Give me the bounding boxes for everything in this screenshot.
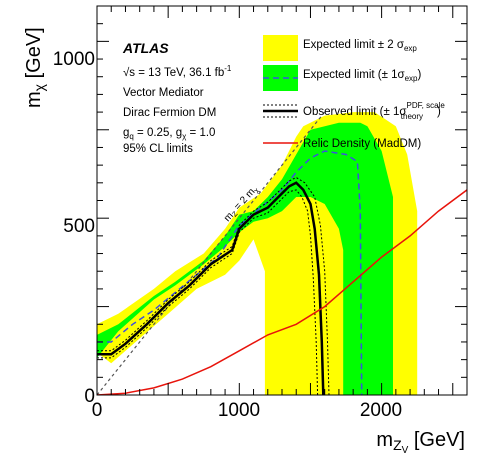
y-tick-label-1000: 1000	[53, 49, 95, 70]
couplings-label: gq = 0.25, gχ = 1.0	[123, 127, 215, 141]
limit-bands	[97, 112, 418, 395]
axis-ticks	[96, 5, 468, 396]
legend: Expected limit ± 2 σexp Expected limit (…	[263, 35, 445, 150]
legend-label-1sigma: Expected limit (± 1σexp)	[303, 69, 422, 83]
x-axis-title: mZV [GeV]	[376, 429, 465, 456]
x-tick-label-2000: 2000	[360, 400, 402, 421]
diagonal-line	[97, 111, 326, 395]
observed-limit-minus-line	[97, 189, 319, 395]
y-axis-title: mχ [GeV]	[23, 27, 47, 108]
observed-limit-plus-line	[97, 176, 330, 395]
x-tick-label-1000: 1000	[218, 400, 260, 421]
cl-label: 95% CL limits	[123, 143, 193, 155]
legend-label-observed: Observed limit (± 1σPDF, scale theory)	[303, 101, 445, 121]
model-label: Vector Mediator	[123, 87, 204, 99]
y-tick-label-0: 0	[84, 386, 95, 407]
legend-label-relic: Relic Density (MadDM)	[303, 138, 421, 150]
limit-lines	[97, 111, 467, 395]
band-1sigma	[97, 122, 393, 395]
observed-limit-line	[97, 181, 325, 395]
y-tick-label-500: 500	[63, 216, 95, 237]
relic-density-line	[97, 189, 467, 395]
dm-type-label: Dirac Fermion DM	[123, 107, 216, 119]
legend-swatch-2sigma	[263, 35, 298, 61]
experiment-label: ATLAS	[122, 40, 169, 56]
legend-label-2sigma: Expected limit ± 2 σexp	[303, 39, 417, 53]
x-tick-label-0: 0	[92, 400, 103, 421]
energy-lumi-label: √s = 13 TeV, 36.1 fb-1	[123, 64, 232, 79]
